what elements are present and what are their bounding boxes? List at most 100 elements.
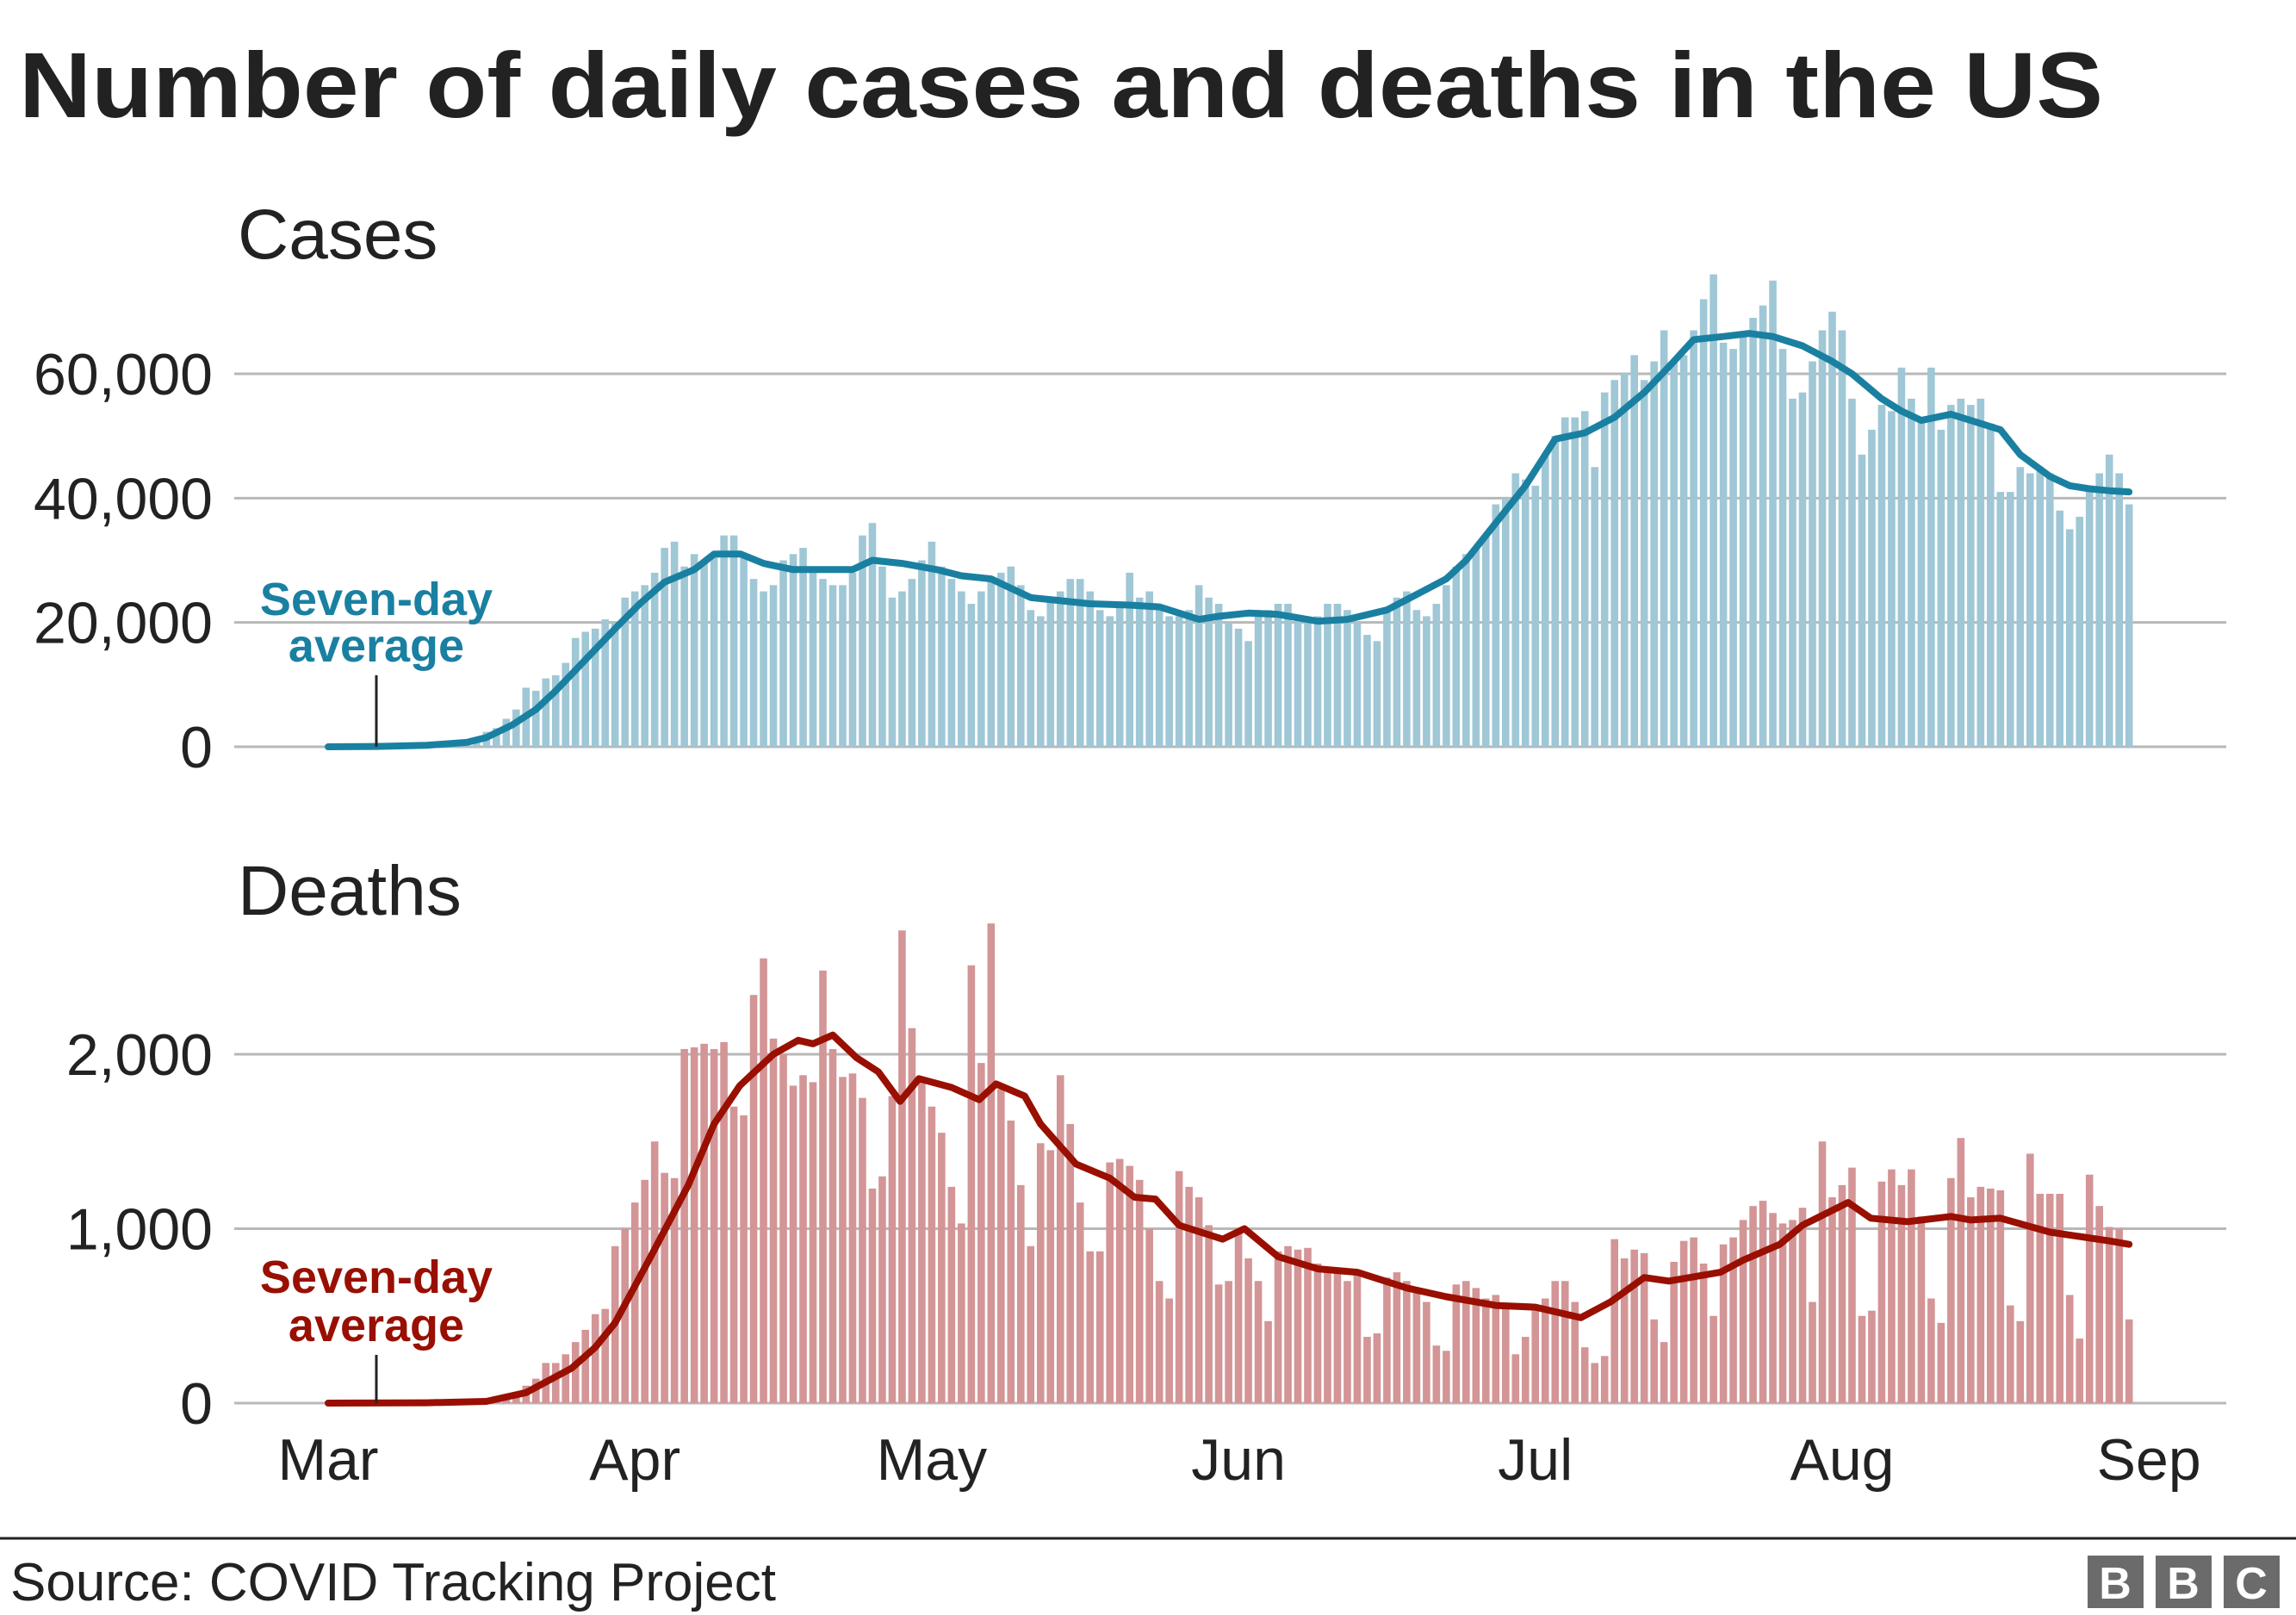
deaths-bar: [1957, 1138, 1965, 1403]
deaths-bar: [1195, 1197, 1203, 1403]
deaths-bar: [799, 1075, 807, 1403]
cases-bar: [1086, 591, 1095, 747]
deaths-bar: [1274, 1251, 1282, 1403]
deaths-bar: [2115, 1228, 2123, 1403]
cases-bar: [1679, 355, 1688, 747]
cases-bar: [591, 628, 599, 747]
deaths-bar: [661, 1172, 668, 1403]
deaths-bar: [630, 1202, 639, 1403]
cases-bar: [1947, 405, 1955, 747]
cases-bar: [749, 579, 758, 747]
deaths-bar: [1017, 1184, 1025, 1403]
cases-bar: [1333, 604, 1342, 747]
deaths-bar: [1848, 1167, 1856, 1403]
deaths-bar: [1710, 1315, 1717, 1403]
cases-bar: [2045, 473, 2054, 747]
deaths-bar: [1640, 1252, 1648, 1403]
deaths-bar: [888, 1096, 897, 1403]
x-tick-label-aug: Aug: [1790, 1427, 1894, 1493]
cases-bar: [1858, 454, 1866, 747]
cases-bar: [1244, 641, 1252, 747]
cases-bar: [1046, 597, 1055, 747]
deaths-bar: [680, 1048, 688, 1403]
deaths-bar: [1403, 1281, 1411, 1403]
cases-bar: [769, 585, 778, 747]
deaths-bar: [1432, 1345, 1441, 1403]
deaths-bar: [1699, 1264, 1708, 1403]
cases-bar: [1511, 473, 1520, 747]
cases-bar: [1007, 566, 1015, 747]
deaths-bar: [1877, 1181, 1886, 1403]
deaths-bar: [1225, 1281, 1232, 1403]
cases-bar: [2036, 467, 2045, 747]
cases-bar: [1877, 405, 1886, 747]
cases-bar: [1798, 392, 1807, 747]
deaths-bar: [859, 1097, 866, 1403]
cases-bar: [720, 535, 728, 747]
cases-bar: [512, 709, 520, 747]
cases-bar: [1660, 330, 1668, 747]
cases-bar: [1017, 585, 1025, 747]
cases-bar: [1264, 610, 1272, 747]
x-axis-month-labels: Mar Apr May Jun Jul Aug Sep: [277, 1427, 2200, 1493]
deaths-bar: [1778, 1223, 1787, 1403]
deaths-bar: [1095, 1251, 1104, 1403]
cases-seven-day-average-line: [325, 330, 2133, 750]
cases-bar: [1759, 305, 1767, 747]
deaths-bar: [1739, 1220, 1747, 1403]
deaths-bar: [967, 965, 976, 1403]
cases-bar: [2007, 492, 2014, 747]
cases-bar: [1324, 604, 1331, 747]
cases-bar: [1076, 579, 1084, 747]
deaths-bar: [601, 1308, 610, 1403]
x-tick-label-jun: Jun: [1191, 1427, 1286, 1493]
deaths-bar: [1600, 1356, 1609, 1403]
deaths-bar: [1620, 1258, 1629, 1403]
cases-bar: [1393, 597, 1401, 747]
deaths-bar: [562, 1354, 570, 1403]
cases-bar: [1432, 604, 1441, 747]
cases-bar: [1789, 398, 1796, 747]
cases-bar: [809, 566, 817, 747]
deaths-bar: [1106, 1162, 1114, 1403]
deaths-bar: [2036, 1194, 2045, 1403]
deaths-bar: [749, 995, 758, 1403]
cases-bar: [1591, 467, 1599, 747]
deaths-bar: [740, 1115, 748, 1403]
deaths-bar: [571, 1342, 580, 1403]
cases-bar: [828, 585, 837, 747]
cases-panel-title: Cases: [238, 196, 437, 274]
cases-bar: [967, 604, 976, 747]
deaths-bar: [2016, 1320, 2025, 1403]
cases-bar: [1095, 610, 1104, 747]
cases-bar: [928, 541, 936, 747]
x-tick-label-jul: Jul: [1498, 1427, 1573, 1493]
cases-bar: [1423, 616, 1430, 747]
deaths-bar: [1967, 1197, 1975, 1403]
cases-bar: [1670, 361, 1678, 747]
cases-annotation-line1: Seven-day: [260, 574, 493, 625]
deaths-bar: [1789, 1220, 1796, 1403]
deaths-y-tick-labels: 0 1,000 2,000: [66, 1022, 213, 1437]
deaths-bar: [958, 1223, 965, 1403]
deaths-bar: [938, 1133, 946, 1403]
cases-bar: [1521, 479, 1530, 747]
cases-bar: [1353, 622, 1362, 747]
cases-bar: [1294, 616, 1302, 747]
deaths-bar: [1996, 1190, 2005, 1403]
cases-bar: [1571, 417, 1579, 747]
cases-bar: [1115, 604, 1124, 747]
cases-bar: [1739, 336, 1747, 747]
x-tick-label-sep: Sep: [2097, 1427, 2201, 1493]
cases-bar: [987, 579, 996, 747]
cases-y-tick-label: 20,000: [34, 591, 213, 656]
deaths-bar: [1591, 1363, 1599, 1403]
deaths-bar: [1630, 1249, 1638, 1403]
cases-bar: [1888, 411, 1896, 747]
cases-bar: [1987, 423, 1995, 747]
cases-bar: [621, 597, 629, 747]
cases-bar: [650, 572, 659, 747]
deaths-bar: [1155, 1281, 1164, 1403]
deaths-bar: [1324, 1272, 1331, 1403]
cases-bar: [1967, 405, 1975, 747]
